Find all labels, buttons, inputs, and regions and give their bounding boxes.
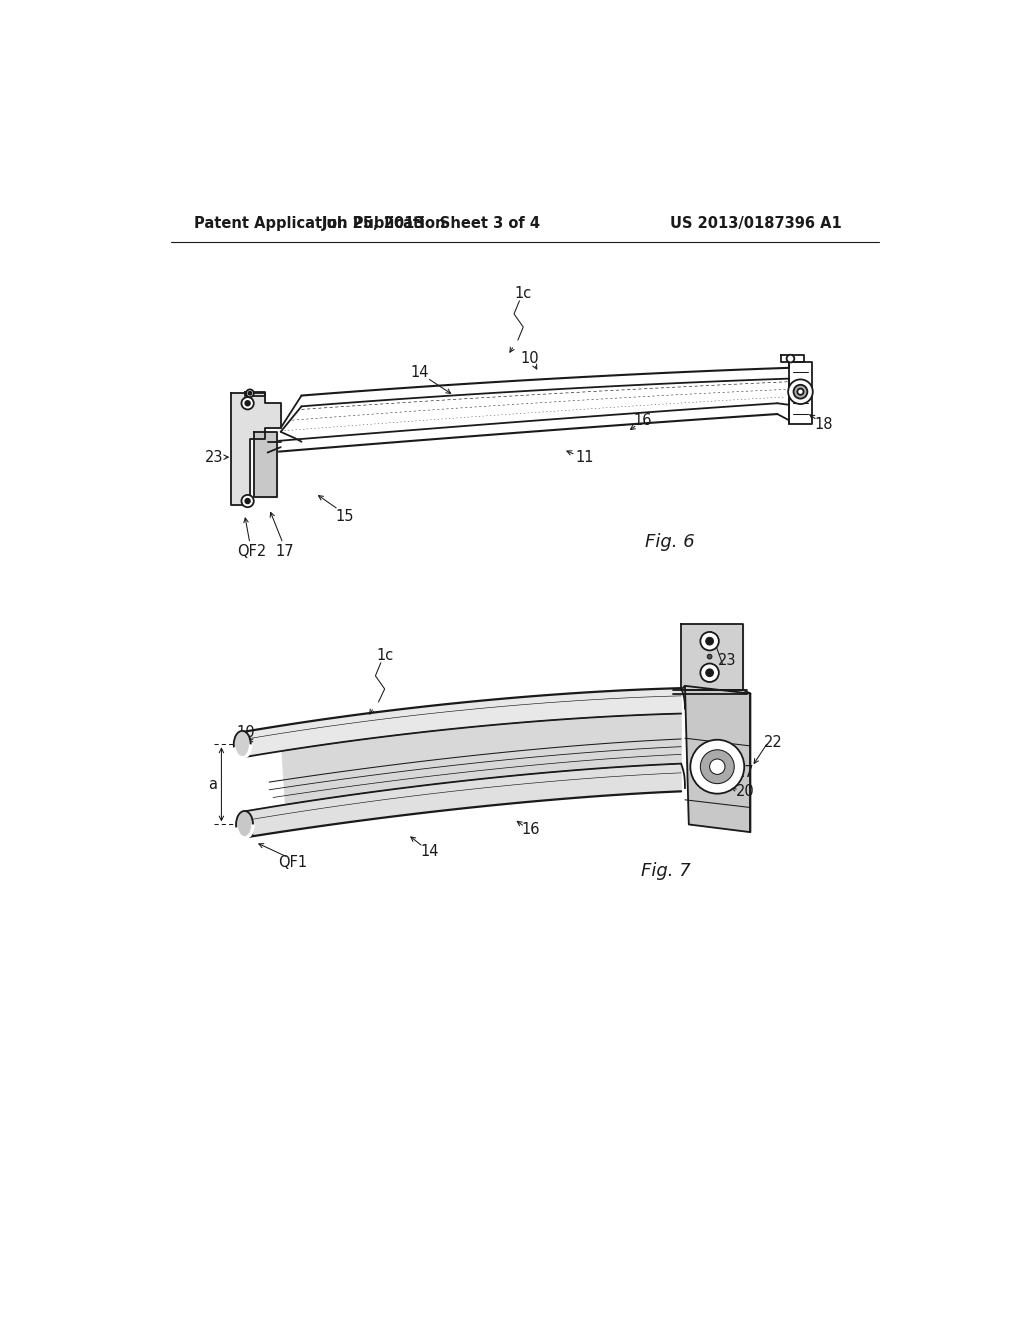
Text: 16: 16 [634, 413, 652, 428]
Text: 10: 10 [520, 351, 539, 366]
Polygon shape [254, 432, 276, 498]
Circle shape [798, 388, 804, 395]
Text: 14: 14 [420, 843, 438, 859]
Circle shape [249, 392, 252, 395]
Text: 14: 14 [410, 364, 429, 380]
Text: 23: 23 [205, 450, 223, 465]
Circle shape [708, 655, 712, 659]
Circle shape [242, 495, 254, 507]
Text: 23: 23 [718, 653, 736, 668]
Ellipse shape [237, 810, 253, 838]
Circle shape [246, 389, 254, 397]
Text: QF1: QF1 [278, 855, 307, 870]
Text: Fig. 7: Fig. 7 [641, 862, 690, 879]
Circle shape [246, 401, 250, 405]
Polygon shape [681, 624, 742, 689]
Circle shape [710, 759, 725, 775]
Text: Jul. 25, 2013   Sheet 3 of 4: Jul. 25, 2013 Sheet 3 of 4 [322, 216, 541, 231]
Text: 17: 17 [275, 544, 294, 558]
Circle shape [246, 499, 250, 503]
Polygon shape [685, 686, 751, 832]
Text: 20: 20 [735, 784, 755, 799]
Circle shape [700, 664, 719, 682]
Text: US 2013/0187396 A1: US 2013/0187396 A1 [670, 216, 842, 231]
Text: 22: 22 [764, 734, 783, 750]
Text: 11: 11 [237, 821, 255, 836]
Circle shape [242, 397, 254, 409]
Circle shape [690, 739, 744, 793]
Circle shape [700, 632, 719, 651]
Circle shape [706, 638, 714, 645]
Polygon shape [243, 688, 681, 758]
Circle shape [786, 355, 795, 363]
Text: 17: 17 [735, 766, 755, 780]
Circle shape [706, 669, 714, 677]
Text: 15: 15 [336, 510, 354, 524]
Circle shape [700, 750, 734, 784]
Text: 1c: 1c [515, 285, 531, 301]
Polygon shape [230, 393, 281, 506]
Circle shape [788, 379, 813, 404]
Text: 11: 11 [575, 450, 594, 465]
Text: Patent Application Publication: Patent Application Publication [194, 216, 445, 231]
Text: a: a [208, 777, 217, 792]
Ellipse shape [233, 731, 251, 758]
Text: 18: 18 [814, 417, 833, 432]
Text: 16: 16 [521, 822, 541, 837]
Text: 1c: 1c [376, 648, 393, 663]
Text: 10: 10 [237, 725, 255, 739]
Text: QF2: QF2 [238, 544, 267, 558]
Polygon shape [245, 763, 681, 838]
Polygon shape [282, 714, 681, 805]
Circle shape [794, 385, 807, 399]
Text: Fig. 6: Fig. 6 [645, 533, 694, 550]
